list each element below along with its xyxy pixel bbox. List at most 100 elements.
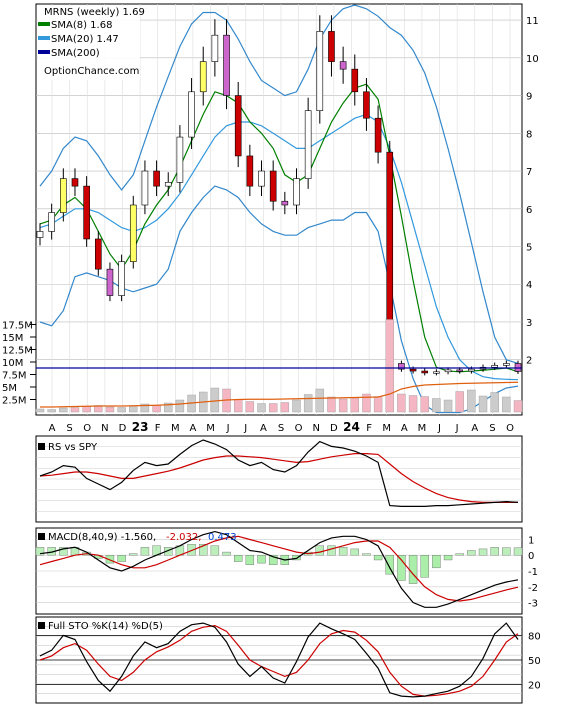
x-tick-label: F <box>366 423 372 434</box>
candle-body <box>129 204 137 262</box>
legend-swatch-sma200 <box>38 50 50 54</box>
volume-bar <box>70 407 80 413</box>
candle-body <box>468 368 475 372</box>
x-tick-label: M <box>382 423 391 434</box>
volume-bar <box>455 391 464 413</box>
candle-body <box>164 182 172 187</box>
macd-tick-label: 0 <box>528 551 534 562</box>
volume-bar <box>268 403 278 413</box>
volume-bar <box>82 406 91 413</box>
macd-histogram-bar <box>245 555 255 565</box>
candle-body <box>374 117 382 153</box>
x-tick-label: A <box>401 423 408 434</box>
volume-tick-label: 12.5M <box>2 346 33 357</box>
volume-bar <box>292 399 301 413</box>
candle-body <box>141 170 149 206</box>
x-tick-label: O <box>506 423 514 434</box>
x-tick-label: J <box>455 423 459 434</box>
volume-bar <box>467 389 476 413</box>
sto-tick-label: 50 <box>528 656 541 667</box>
volume-bar <box>420 396 429 413</box>
legend-sma20: SMA(20) 1.47 <box>51 34 119 45</box>
volume-bar <box>105 406 115 413</box>
volume-bar <box>315 388 325 413</box>
macd-histogram-bar <box>338 547 348 556</box>
macd-histogram-bar <box>199 543 208 556</box>
macd-histogram-bar <box>420 555 429 578</box>
volume-bar <box>245 401 255 413</box>
x-tick-label: S <box>489 423 495 434</box>
x-tick-label: N <box>312 423 319 434</box>
volume-bar <box>35 408 45 413</box>
candle-body <box>281 200 289 206</box>
candle-body <box>304 110 312 179</box>
volume-average-line <box>40 381 519 408</box>
candle-body <box>48 212 55 232</box>
x-tick-label: J <box>243 423 247 434</box>
candle-body <box>491 365 498 368</box>
macd-tick-label: 1 <box>528 535 534 546</box>
candle-body <box>94 238 102 270</box>
volume-bar <box>338 398 348 413</box>
macd-histogram-bar <box>233 555 243 562</box>
x-tick-label: A <box>260 423 267 434</box>
price-tick-label: 11 <box>526 16 539 27</box>
x-tick-label: A <box>190 423 197 434</box>
rs-panel: RS vs SPY <box>35 435 523 523</box>
volume-bar <box>210 387 220 413</box>
candle-body <box>293 178 300 206</box>
macd-line <box>39 530 519 608</box>
volume-bar <box>140 403 150 413</box>
macd-tick-label: -2 <box>528 583 538 594</box>
volume-tick-label: 17.5M <box>2 321 33 332</box>
candle-body <box>351 68 359 93</box>
volume-bar <box>47 409 56 413</box>
legend: MRNS (weekly) 1.69 SMA(8) 1.68 SMA(20) 1… <box>38 6 145 80</box>
macd-histogram-bar <box>164 547 173 556</box>
macd-tick-label: -3 <box>528 599 538 610</box>
macd-histogram-bar <box>408 555 418 584</box>
candle-body <box>83 185 90 240</box>
x-tick-label: S <box>278 423 284 434</box>
price-tick-label: 8 <box>526 129 532 140</box>
macd-histogram-bar <box>117 555 126 562</box>
candle-body <box>71 178 79 187</box>
sto-tick-label: 20 <box>528 681 541 692</box>
x-tick-label: J <box>437 423 441 434</box>
volume-bar <box>502 396 511 413</box>
volume-bar <box>129 405 138 413</box>
volume-bar <box>478 395 488 413</box>
x-tick-label: A <box>471 423 478 434</box>
x-tick-label: O <box>295 423 303 434</box>
legend-sma8: SMA(8) 1.68 <box>51 20 112 31</box>
x-tick-label: J <box>226 423 230 434</box>
macd-histogram-bar <box>140 547 150 556</box>
x-tick-label: M <box>418 423 427 434</box>
macd-histogram-bar <box>490 547 499 556</box>
candle-body <box>106 268 114 296</box>
x-tick-label: O <box>83 423 91 434</box>
price-tick-label: 5 <box>526 243 532 254</box>
macd-histogram-bar <box>467 550 476 556</box>
volume-bar <box>303 394 313 413</box>
candle-body <box>234 95 242 157</box>
volume-bar <box>117 407 126 413</box>
candle-body <box>36 231 44 238</box>
macd-histogram-bar <box>362 553 371 556</box>
macd-histogram-bar <box>350 548 359 556</box>
price-tick-label: 7 <box>526 167 532 178</box>
candle-body <box>444 369 452 373</box>
macd-histogram-bar <box>257 555 266 564</box>
x-tick-label: A <box>49 423 56 434</box>
volume-bar <box>350 397 359 413</box>
macd-histogram-bar <box>105 555 115 564</box>
price-tick-label: 9 <box>526 92 532 103</box>
candle-body <box>409 368 417 372</box>
volume-bar <box>443 399 453 413</box>
volume-bar <box>175 399 185 413</box>
volume-bar <box>408 395 418 413</box>
sma20-line <box>39 113 519 381</box>
legend-sma200: SMA(200) <box>51 48 100 59</box>
